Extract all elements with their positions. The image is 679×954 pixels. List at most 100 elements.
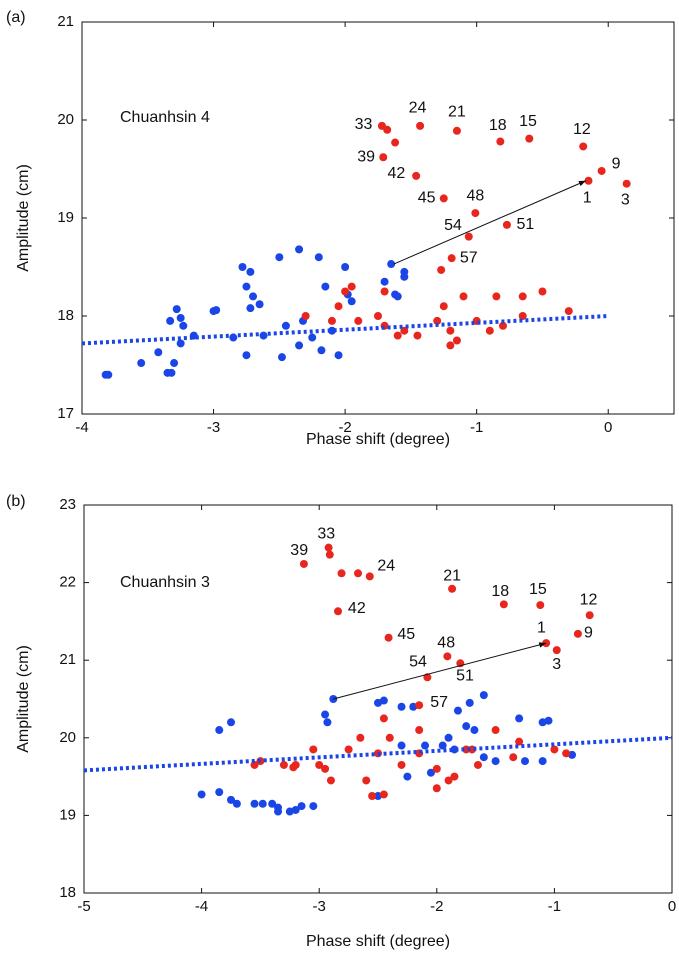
point [379, 790, 388, 799]
point-label: 3 [552, 656, 561, 673]
point-label: 18 [489, 117, 507, 134]
point [268, 799, 277, 808]
point [344, 745, 353, 754]
point [538, 287, 547, 296]
point-label: 15 [529, 581, 547, 598]
point [299, 559, 308, 568]
point [470, 726, 479, 735]
point [279, 760, 288, 769]
x-tick-label: -5 [77, 898, 90, 915]
point-label: 1 [537, 620, 546, 637]
point [464, 232, 473, 241]
point [387, 260, 396, 269]
point [354, 569, 363, 578]
y-axis-label: Amplitude (cm) [15, 645, 32, 753]
point [167, 368, 176, 377]
point-label: 48 [437, 634, 455, 651]
point [246, 267, 255, 276]
point-label: 33 [317, 526, 335, 543]
point [471, 209, 480, 218]
point-label: 15 [519, 113, 537, 130]
point [291, 760, 300, 769]
point [485, 326, 494, 335]
point [391, 138, 400, 147]
y-tick-label: 19 [59, 806, 76, 823]
y-tick-label: 18 [59, 884, 76, 901]
trend-line [83, 735, 673, 773]
point [499, 600, 508, 609]
point-label: 48 [466, 188, 484, 205]
y-tick-label: 21 [57, 13, 74, 30]
point [446, 341, 455, 350]
point [337, 569, 346, 578]
point [421, 741, 430, 750]
point [295, 245, 304, 254]
point [492, 292, 501, 301]
point [550, 745, 559, 754]
point [104, 370, 113, 379]
point [438, 741, 447, 750]
point [341, 287, 350, 296]
x-tick-label: -1 [548, 898, 561, 915]
point-label: 39 [357, 148, 375, 165]
point-label: 24 [409, 99, 427, 116]
point [525, 134, 534, 143]
point [347, 282, 356, 291]
point [308, 333, 317, 342]
point [334, 302, 343, 311]
point [538, 757, 547, 766]
point [597, 166, 606, 175]
point [502, 220, 511, 229]
point [573, 629, 582, 638]
point [433, 316, 442, 325]
point-label: 57 [430, 694, 448, 711]
inset-title: Chuanhsin 4 [120, 109, 210, 126]
y-tick-label: 20 [59, 729, 76, 746]
x-tick-label: -2 [338, 419, 351, 436]
point [227, 795, 235, 804]
point [249, 292, 258, 301]
point [452, 336, 461, 345]
point [385, 733, 394, 742]
y-tick-label: 22 [59, 574, 76, 591]
point [137, 359, 146, 368]
x-tick-label: -4 [195, 898, 208, 915]
point [384, 633, 393, 642]
point [170, 359, 179, 368]
point [258, 799, 267, 808]
point [242, 282, 251, 291]
point [365, 572, 374, 581]
point [380, 287, 389, 296]
x-tick-label: -3 [313, 898, 326, 915]
point [491, 757, 500, 766]
point [585, 611, 594, 620]
point-label: 9 [612, 155, 621, 172]
point-label: 12 [580, 592, 598, 609]
point [323, 718, 332, 727]
point [496, 137, 505, 146]
point [274, 807, 283, 816]
point [521, 757, 529, 766]
point [374, 312, 382, 320]
point [166, 316, 175, 325]
point [459, 292, 468, 301]
point [443, 652, 452, 661]
point [412, 171, 421, 180]
panel-label: (b) [6, 493, 26, 510]
point [317, 346, 326, 355]
point [413, 331, 422, 340]
point [295, 341, 304, 350]
point [281, 321, 290, 330]
point-label: 54 [444, 217, 462, 234]
point [453, 706, 462, 715]
y-tick-label: 20 [57, 111, 74, 128]
plot-frame [83, 504, 673, 894]
y-tick-label: 17 [57, 405, 74, 422]
point [416, 121, 425, 130]
point-label: 1 [583, 190, 592, 207]
point [393, 331, 402, 340]
point [354, 316, 363, 325]
point [297, 802, 306, 811]
point [179, 321, 188, 330]
